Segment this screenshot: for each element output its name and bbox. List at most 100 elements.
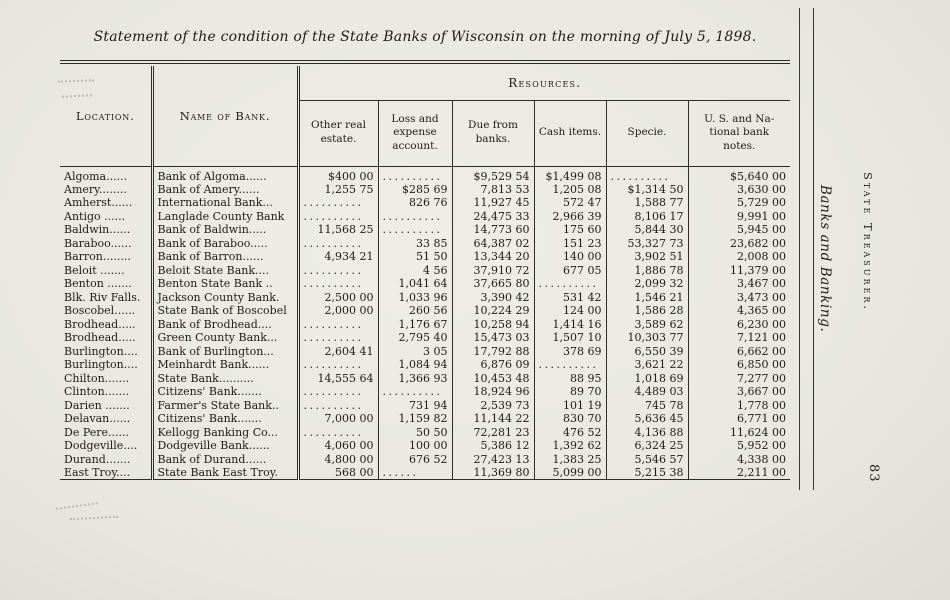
- value-cell: 4,934 21: [296, 250, 378, 264]
- location-cell: Amherst......: [64, 196, 133, 210]
- bank-table-body: Algoma...... Bank of Algoma...... $400 00.…: [60, 166, 790, 480]
- value-cell: 5,945 00: [687, 223, 790, 237]
- value-cell: 2,500 00: [296, 290, 378, 304]
- location-cell: Baldwin......: [64, 223, 131, 237]
- value-cell: 11,624 00: [687, 425, 790, 439]
- value-cell: $5,640 00: [687, 166, 790, 183]
- title-rule: [60, 60, 790, 64]
- value-cell: 14,555 64: [296, 371, 378, 385]
- value-cell: 6,230 00: [687, 317, 790, 331]
- value-cell: ..........: [296, 277, 378, 291]
- value-cell: ..........: [296, 263, 378, 277]
- value-cell: 3,589 62: [605, 317, 688, 331]
- value-cell: 14,773 60: [451, 223, 534, 237]
- value-cell: 51 50: [377, 250, 452, 264]
- table-row: Beloit ....... Beloit State Bank.........…: [60, 263, 790, 277]
- value-cell: 8,106 17: [605, 209, 688, 223]
- value-cell: 2,539 73: [451, 398, 534, 412]
- value-cell: 1,886 78: [605, 263, 688, 277]
- value-cell: 830 70: [533, 412, 606, 426]
- value-cell: 3,473 00: [687, 290, 790, 304]
- value-cell: 5,636 45: [605, 412, 688, 426]
- location-cell: Dodgeville....: [64, 439, 138, 453]
- value-cell: 260 56: [377, 304, 452, 318]
- column-header-specie: Specie.: [605, 100, 688, 167]
- location-cell: Algoma......: [64, 169, 128, 183]
- value-cell: 1,084 94: [377, 358, 452, 372]
- value-cell: 151 23: [533, 236, 606, 250]
- value-cell: 11,369 80: [451, 466, 534, 480]
- bank-name-cell: Meinhardt Bank......: [150, 358, 298, 372]
- bank-name-cell: Bank of Baraboo.....: [150, 236, 298, 250]
- value-cell: 10,258 94: [451, 317, 534, 331]
- location-cell: Benton .......: [64, 277, 132, 291]
- value-cell: 5,729 00: [687, 196, 790, 210]
- value-cell: 1,586 28: [605, 304, 688, 318]
- table-row: Darien ....... Farmer's State Bank.......…: [60, 398, 790, 412]
- table-row: Dodgeville.... Dodgeville Bank...... 4,060…: [60, 439, 790, 453]
- location-cell: Barron........: [64, 250, 131, 264]
- bank-name-cell: Bank of Algoma......: [150, 166, 298, 183]
- value-cell: 100 00: [377, 439, 452, 453]
- value-cell: 5,099 00: [533, 466, 606, 480]
- value-cell: 101 19: [533, 398, 606, 412]
- table-row: East Troy.... State Bank East Troy. 568 00…: [60, 466, 790, 480]
- page-title: Statement of the condition of the State …: [93, 29, 757, 45]
- bank-name-cell: State Bank East Troy.: [150, 466, 298, 480]
- location-cell: De Pere......: [64, 425, 129, 439]
- table-row: Baldwin...... Bank of Baldwin..... 11,568 …: [60, 223, 790, 237]
- table-row: Amherst...... International Bank.........…: [60, 196, 790, 210]
- value-cell: 7,000 00: [296, 412, 378, 426]
- location-cell: Baraboo......: [64, 236, 132, 250]
- value-cell: 11,144 22: [451, 412, 534, 426]
- value-cell: 2,000 00: [296, 304, 378, 318]
- value-cell: 531 42: [533, 290, 606, 304]
- value-cell: 88 95: [533, 371, 606, 385]
- value-cell: 2,099 32: [605, 277, 688, 291]
- value-cell: 4,060 00: [296, 439, 378, 453]
- bank-name-cell: Langlade County Bank: [150, 209, 298, 223]
- value-cell: 1,392 62: [533, 439, 606, 453]
- value-cell: ..........: [296, 358, 378, 372]
- value-cell: 3,621 22: [605, 358, 688, 372]
- value-cell: $1,499 08: [533, 166, 606, 183]
- column-header-due-from-banks: Due from banks.: [451, 100, 534, 167]
- value-cell: 37,665 80: [451, 277, 534, 291]
- value-cell: 4,489 03: [605, 385, 688, 399]
- value-cell: 27,423 13: [451, 452, 534, 466]
- table-row: Benton ....... Benton State Bank ........…: [60, 277, 790, 291]
- value-cell: 33 85: [377, 236, 452, 250]
- value-cell: ..........: [296, 331, 378, 345]
- bank-name-cell: Beloit State Bank....: [150, 263, 298, 277]
- bank-name-cell: Farmer's State Bank..: [150, 398, 298, 412]
- value-cell: 5,546 57: [605, 452, 688, 466]
- location-cell: Antigo ......: [64, 209, 126, 223]
- value-cell: 1,255 75: [296, 182, 378, 196]
- value-cell: 11,379 00: [687, 263, 790, 277]
- value-cell: 2,966 39: [533, 209, 606, 223]
- bank-name-cell: Jackson County Bank.: [150, 290, 298, 304]
- location-cell: Durand.......: [64, 452, 131, 466]
- value-cell: 13,344 20: [451, 250, 534, 264]
- location-cell: Burlington....: [64, 344, 138, 358]
- value-cell: 64,387 02: [451, 236, 534, 250]
- value-cell: $400 00: [296, 166, 378, 183]
- value-cell: 3,467 00: [687, 277, 790, 291]
- location-cell: Brodhead.....: [64, 317, 136, 331]
- location-cell: Chilton.......: [64, 371, 130, 385]
- bank-name-cell: Bank of Brodhead....: [150, 317, 298, 331]
- value-cell: 89 70: [533, 385, 606, 399]
- bank-name-cell: Dodgeville Bank......: [150, 439, 298, 453]
- bank-name-cell: State Bank of Boscobel: [150, 304, 298, 318]
- value-cell: ..........: [296, 317, 378, 331]
- column-header-other-real-estate: Other real estate.: [296, 100, 378, 167]
- value-cell: 7,813 53: [451, 182, 534, 196]
- value-cell: 1,159 82: [377, 412, 452, 426]
- column-header-us-national-notes: U. S. and Na- tional bank notes.: [687, 100, 790, 167]
- bank-name-cell: Bank of Amery......: [150, 182, 298, 196]
- value-cell: 23,682 00: [687, 236, 790, 250]
- table-row: De Pere...... Kellogg Banking Co.........…: [60, 425, 790, 439]
- bank-name-cell: Citizens' Bank.......: [150, 412, 298, 426]
- value-cell: 10,453 48: [451, 371, 534, 385]
- value-cell: 676 52: [377, 452, 452, 466]
